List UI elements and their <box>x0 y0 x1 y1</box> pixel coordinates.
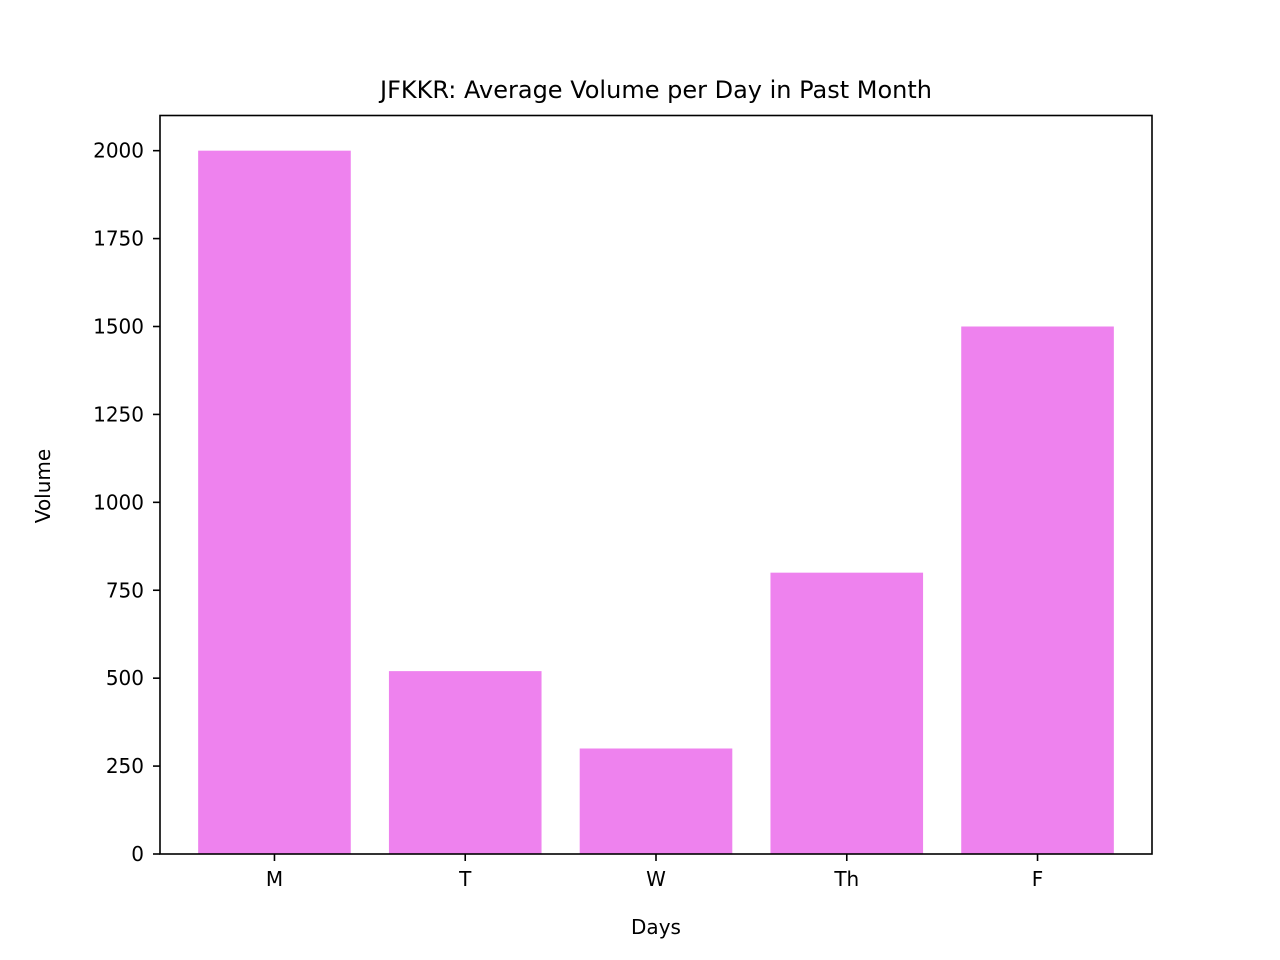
y-tick-label: 1250 <box>93 402 144 426</box>
y-axis: 0 250 500 750 1000 1250 1500 1750 2000 <box>93 139 160 866</box>
bar-m <box>198 150 351 854</box>
y-tick-label: 1750 <box>93 227 144 251</box>
bar-th <box>770 572 924 854</box>
x-tick-label: T <box>458 867 472 891</box>
x-tick-label: W <box>646 867 666 891</box>
x-tick-label: F <box>1032 867 1044 891</box>
y-tick-label: 500 <box>106 666 144 690</box>
y-axis-label: Volume <box>31 449 55 523</box>
x-axis: M T W Th F <box>266 854 1043 891</box>
y-tick-label: 2000 <box>93 139 144 163</box>
bar-f <box>961 326 1114 854</box>
y-tick-label: 1000 <box>93 490 144 514</box>
chart-title: JFKKR: Average Volume per Day in Past Mo… <box>378 76 932 104</box>
x-axis-label: Days <box>631 915 681 939</box>
y-tick-label: 250 <box>106 754 144 778</box>
y-tick-label: 0 <box>131 842 144 866</box>
bar-w <box>579 748 733 854</box>
plot-area <box>198 150 1114 854</box>
x-tick-label: Th <box>833 867 859 891</box>
y-tick-label: 1500 <box>93 315 144 339</box>
y-tick-label: 750 <box>106 578 144 602</box>
x-tick-label: M <box>266 867 283 891</box>
bar-t <box>388 671 542 854</box>
